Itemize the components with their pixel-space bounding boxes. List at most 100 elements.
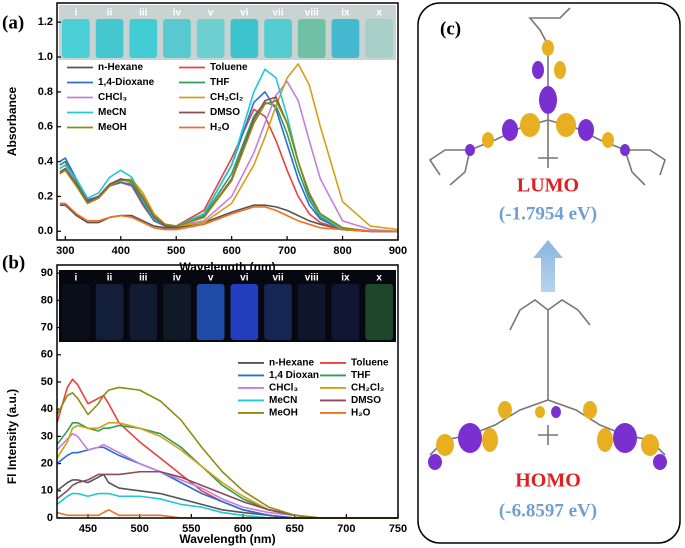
y-tick-label: 0.8 [38, 86, 53, 98]
vial [331, 284, 360, 340]
photo-label: iv [173, 273, 182, 284]
x-tick-label: 700 [337, 523, 355, 535]
lumo-energy: (-1.7954 eV) [499, 203, 597, 224]
x-tick-label: 600 [222, 245, 240, 257]
photo-label: viii [305, 8, 319, 19]
legend-label: CHCl₃ [269, 383, 298, 394]
vial [297, 19, 326, 58]
chart: (a) i ii iii iv v vi vii viii ix x0.00.20.40.60.81… [2, 2, 407, 274]
series-line [59, 68, 398, 233]
x-tick-label: 500 [167, 245, 185, 257]
x-tick-label: 450 [79, 523, 97, 535]
series-line [59, 80, 399, 233]
x-tick-label: 550 [182, 523, 200, 535]
series-line [56, 378, 398, 519]
photo-label: x [376, 273, 382, 284]
series-line [59, 99, 398, 233]
vial [297, 284, 326, 340]
y-tick-label: 0.0 [38, 225, 53, 237]
vial [196, 284, 225, 340]
vial [95, 284, 124, 340]
legend-label: DMSO [210, 107, 240, 118]
photo-label: iii [139, 273, 148, 284]
x-tick-label: 700 [278, 245, 296, 257]
series-line [59, 63, 399, 231]
y-tick-label: 1.0 [38, 51, 53, 63]
y-tick-label: 40 [41, 403, 53, 415]
y-tick-label: 30 [41, 430, 53, 442]
vial [163, 19, 191, 58]
x-tick-label: 600 [234, 523, 252, 535]
legend-label: H₂O [351, 408, 371, 419]
vial [264, 19, 292, 58]
homo-label: HOMO [515, 470, 581, 492]
vial [163, 284, 191, 340]
legend-label: 1,4 Dioxan [269, 370, 319, 381]
photo-label: iv [173, 8, 182, 19]
legend-label: H₂O [210, 122, 230, 133]
legend-label: 1,4-Dioxane [98, 77, 155, 88]
lumo-orbitals [465, 40, 630, 156]
x-tick-label: 750 [389, 523, 407, 535]
photo-label: v [208, 273, 214, 284]
photo-label: ix [341, 273, 350, 284]
legend-label: MeOH [269, 408, 298, 419]
photo-label: iii [139, 8, 148, 19]
vial [62, 19, 90, 58]
panel-label: (b) [2, 252, 25, 273]
photo-label: ii [107, 273, 113, 284]
vial [331, 19, 360, 58]
x-tick-label: 650 [285, 523, 303, 535]
photo-label: ii [107, 8, 113, 19]
vial [62, 284, 90, 340]
y-tick-label: 80 [41, 294, 53, 306]
legend-label: Toluene [351, 358, 389, 369]
plot-frame [56, 2, 399, 241]
series-line [59, 204, 398, 233]
panel-label: (a) [2, 12, 24, 33]
homo-orbitals [428, 401, 667, 470]
legend-label: Toluene [210, 62, 248, 73]
y-tick-label: 90 [41, 267, 53, 279]
vial [95, 19, 124, 58]
legend-label: MeCN [269, 395, 297, 406]
series-line [56, 386, 398, 519]
y-tick-label: 20 [41, 457, 53, 469]
vial [196, 19, 225, 58]
panel-c: (c) LUMO (-1.7954 eV) [417, 2, 681, 544]
legend-label: n-Hexane [269, 358, 314, 369]
photo-label: i [74, 8, 77, 19]
legend-label: n-Hexane [98, 62, 143, 73]
y-tick-label: 0.4 [38, 155, 54, 167]
photo-label: i [74, 273, 77, 284]
vial [365, 284, 393, 340]
vial [129, 284, 158, 340]
y-tick-label: 0 [47, 512, 53, 524]
y-tick-label: 1.2 [38, 16, 53, 28]
x-tick-label: 800 [333, 245, 351, 257]
transition-arrow [533, 240, 563, 292]
vial [129, 19, 158, 58]
lumo-label: LUMO [517, 175, 579, 197]
legend-label: DMSO [351, 395, 381, 406]
y-tick-label: 10 [41, 485, 53, 497]
plot-frame [56, 264, 399, 519]
series-line [59, 202, 398, 233]
photo-label: vi [240, 8, 249, 19]
y-tick-label: 60 [41, 349, 53, 361]
y-tick-label: 0.2 [38, 190, 53, 202]
photo-label: x [376, 8, 382, 19]
x-tick-label: 500 [130, 523, 148, 535]
panel-label: (c) [440, 18, 461, 39]
y-tick-label: 70 [41, 321, 53, 333]
photo-label: v [208, 8, 214, 19]
legend-label: MeCN [98, 107, 126, 118]
vial [230, 19, 259, 58]
y-tick-label: 0.6 [38, 121, 53, 133]
x-tick-label: 400 [112, 245, 130, 257]
legend-label: THF [351, 370, 370, 381]
vial [365, 19, 393, 58]
photo-label: ix [341, 8, 350, 19]
legend-label: CH₂Cl₂ [351, 383, 384, 394]
